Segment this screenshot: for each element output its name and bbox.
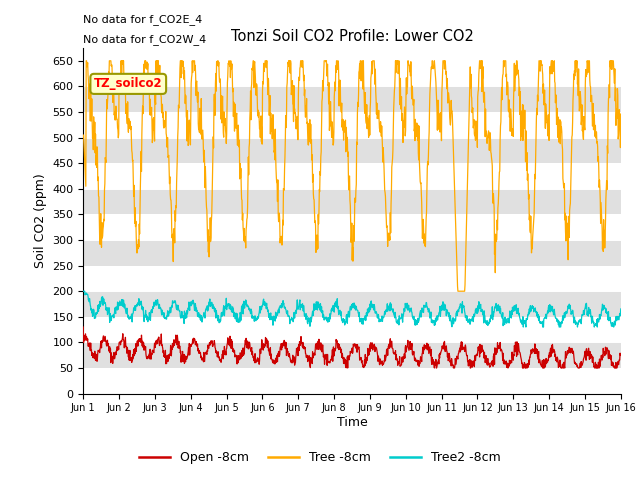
Text: TZ_soilco2: TZ_soilco2: [94, 77, 163, 90]
Text: No data for f_CO2W_4: No data for f_CO2W_4: [83, 34, 207, 45]
Bar: [83, 86, 621, 112]
Text: No data for f_CO2E_4: No data for f_CO2E_4: [83, 14, 202, 25]
Bar: [83, 240, 621, 265]
Legend: Open -8cm, Tree -8cm, Tree2 -8cm: Open -8cm, Tree -8cm, Tree2 -8cm: [134, 446, 506, 469]
Bar: [83, 138, 621, 163]
Y-axis label: Soil CO2 (ppm): Soil CO2 (ppm): [34, 173, 47, 268]
Title: Tonzi Soil CO2 Profile: Lower CO2: Tonzi Soil CO2 Profile: Lower CO2: [230, 29, 474, 44]
Bar: [83, 189, 621, 215]
Bar: [83, 342, 621, 368]
Bar: [83, 291, 621, 317]
X-axis label: Time: Time: [337, 416, 367, 429]
